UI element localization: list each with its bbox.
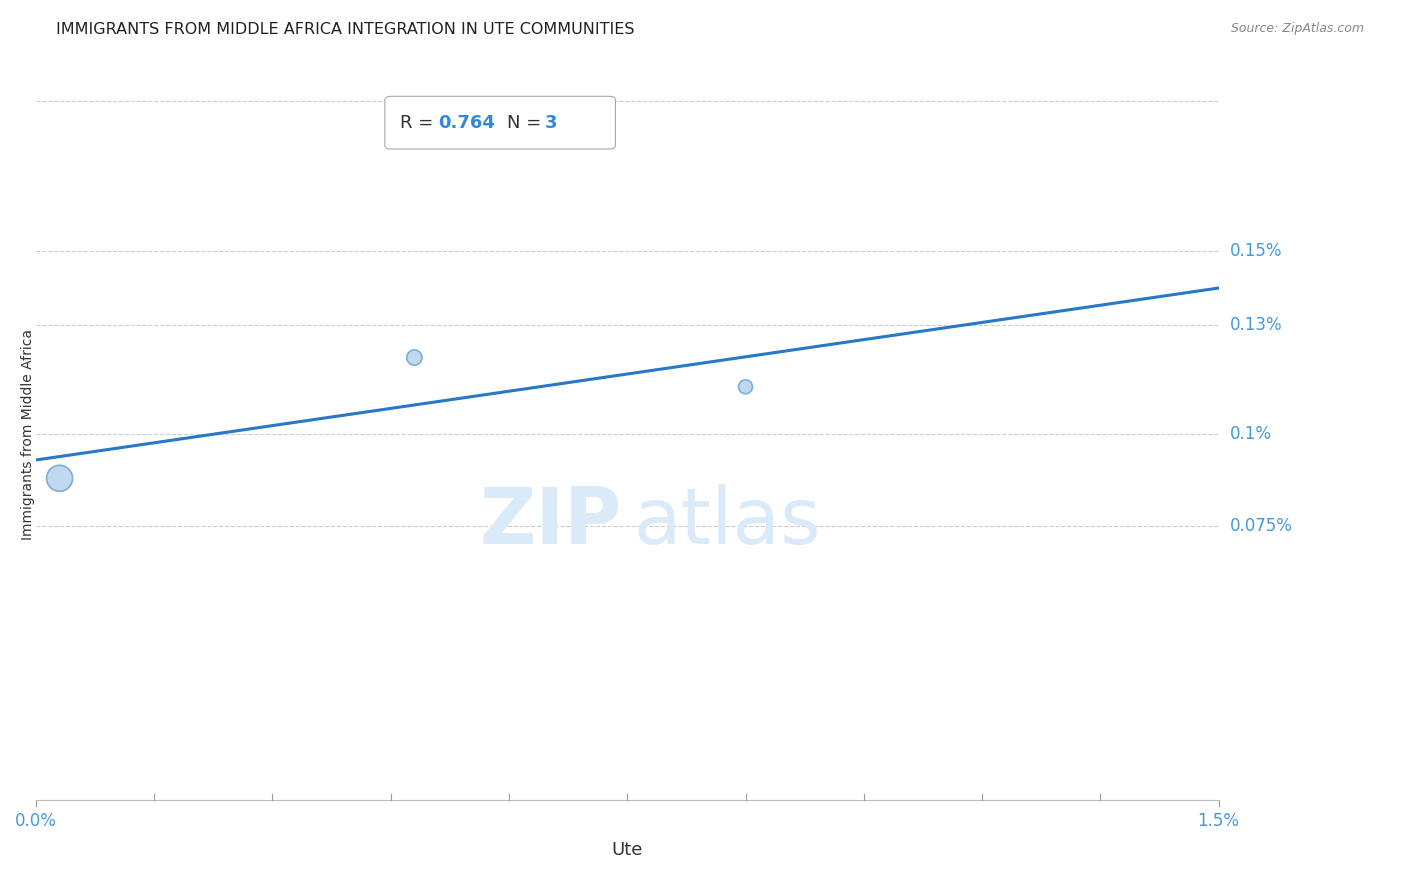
Text: R =: R = [401,113,439,132]
Point [404,351,426,365]
Text: 0.075%: 0.075% [1230,516,1292,535]
Text: 0.1%: 0.1% [1230,425,1271,443]
Point [48,471,70,485]
Y-axis label: Immigrants from Middle Africa: Immigrants from Middle Africa [21,329,35,540]
Text: ZIP: ZIP [479,484,621,560]
Text: 0.764: 0.764 [439,113,495,132]
Text: 0.15%: 0.15% [1230,243,1282,260]
Text: 0.13%: 0.13% [1230,316,1282,334]
Text: IMMIGRANTS FROM MIDDLE AFRICA INTEGRATION IN UTE COMMUNITIES: IMMIGRANTS FROM MIDDLE AFRICA INTEGRATIO… [56,22,634,37]
X-axis label: Ute: Ute [612,841,643,859]
Text: N =: N = [506,113,547,132]
Text: Source: ZipAtlas.com: Source: ZipAtlas.com [1230,22,1364,36]
Point [734,380,756,394]
FancyBboxPatch shape [385,96,616,149]
Text: 3: 3 [544,113,557,132]
Text: atlas: atlas [633,484,821,560]
